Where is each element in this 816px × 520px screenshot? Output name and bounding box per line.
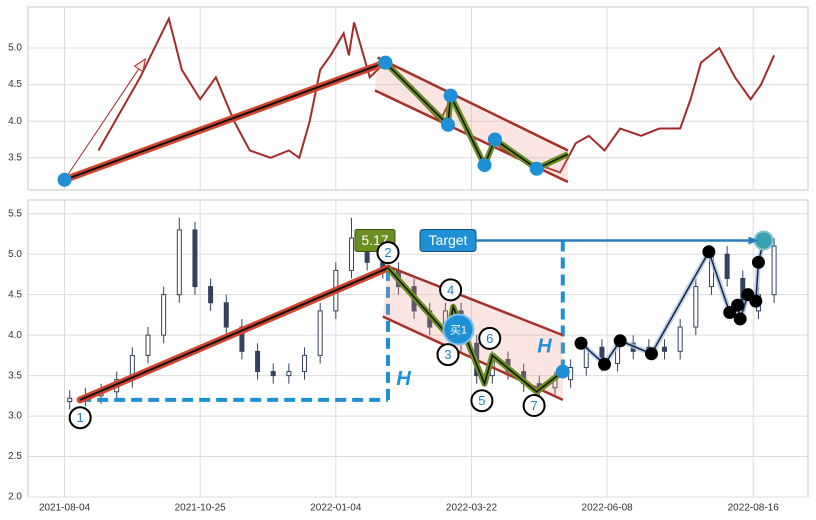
y-tick-label: 5.0 [8,43,22,54]
point-label: 4 [447,282,454,297]
target-label: Target [429,232,468,248]
y-tick-label: 4.0 [8,330,22,341]
y-tick-label: 5.5 [8,208,22,219]
candle-body [317,310,323,356]
y-tick-label: 4.0 [8,116,22,127]
target-arrow-head [748,236,759,245]
plot-area [27,199,809,498]
pattern-dot [443,88,458,103]
forecast-dot [598,357,612,371]
x-tick-label: 2022-01-04 [310,503,362,514]
candle-body [771,245,777,296]
pattern-dot [477,158,492,173]
point-marker [436,343,460,367]
pattern-dot [487,132,502,147]
y-tick-label: 4.5 [8,79,22,90]
candle-body [286,371,292,377]
candle-body [270,371,276,377]
forecast-dot [702,245,716,259]
forecast-dot [644,347,658,361]
forecast-dot [574,336,588,350]
point-marker [439,278,463,302]
point-marker [68,406,92,430]
x-tick-label: 2022-06-08 [582,503,634,514]
pattern-dot [529,161,544,176]
h-label: H [537,336,552,358]
pattern-dot [57,172,72,187]
candle-body [348,237,354,271]
point-label: 1 [77,410,84,425]
y-tick-label: 2.5 [8,451,22,462]
plot-layer [57,15,776,187]
y-tick-label: 5.0 [8,249,22,260]
candle-body [176,229,182,296]
candle-body [677,326,683,352]
channel-upper [387,265,564,337]
pattern-dot [441,117,455,132]
candle-body [192,229,198,288]
candle-body [693,286,699,328]
point-label: 7 [530,398,537,413]
x-tick-label: 2021-10-25 [175,503,227,514]
point-marker [478,326,502,350]
buy-marker [442,313,475,346]
channel-upper [377,56,569,152]
candle-body [255,350,261,373]
point-label: 6 [486,331,493,346]
breakout-dot [555,364,570,379]
trend-line [64,61,386,181]
x-tick-label: 2022-08-16 [728,503,780,514]
forecast-dot [733,312,747,326]
y-tick-label: 3.5 [8,370,22,381]
candle-body [662,346,668,352]
x-tick-label: 2021-08-04 [39,503,91,514]
point-label: 2 [384,245,391,260]
forecast-dot [613,334,627,348]
point-marker [376,241,400,265]
target-box [419,228,477,252]
trend-line [79,267,389,401]
forecast-dot [751,255,765,269]
forecast-dot [731,298,745,312]
arrow-shaft [64,68,140,181]
candle-body [208,286,214,304]
buy-label: 买1 [450,323,467,336]
candle-body [724,253,730,279]
y-tick-label: 2.0 [8,492,22,503]
x-tick-label: 2022-03-22 [446,503,498,514]
candle-body [67,397,73,403]
y-tick-label: 4.5 [8,289,22,300]
candle-body [145,334,151,356]
candle-body [223,302,229,328]
point-label: 3 [444,347,451,362]
point-marker [470,389,494,413]
pattern-dot [378,55,393,70]
y-tick-label: 3.0 [8,411,22,422]
point-label: 5 [478,393,485,408]
channel-fill [374,57,568,182]
arrow-head [133,57,147,73]
candle-body [161,294,167,336]
y-tick-label: 3.5 [8,152,22,163]
forecast-dot [749,294,763,308]
h-label: H [396,368,411,390]
candle-body [302,354,308,373]
point-marker [522,394,546,418]
